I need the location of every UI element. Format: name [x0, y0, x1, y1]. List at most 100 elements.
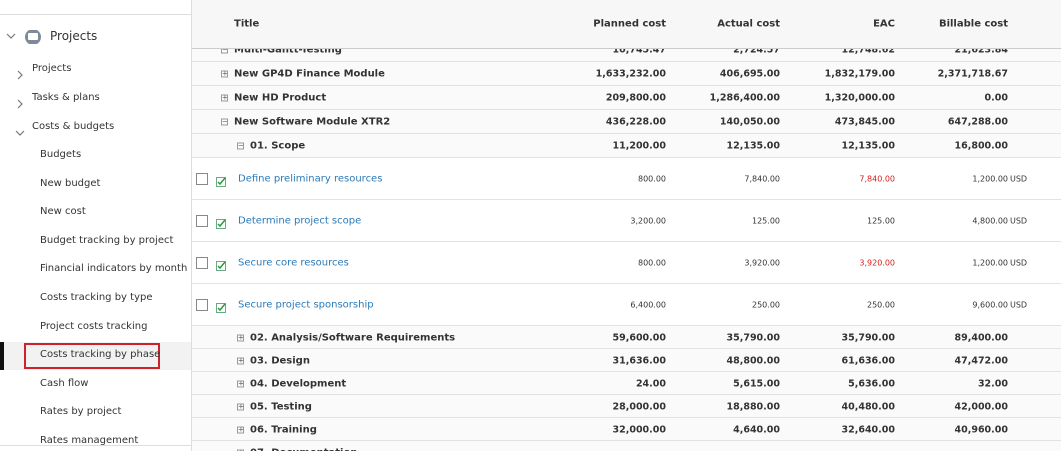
nav-subitem[interactable]: New budget: [40, 177, 101, 189]
cost-value: 250.00: [752, 300, 780, 310]
cost-value: 3,920.00: [744, 258, 780, 268]
task-link[interactable]: Secure core resources: [238, 257, 349, 269]
phase-title[interactable]: 01. Scope: [250, 140, 306, 152]
toggle[interactable]: +: [221, 69, 228, 78]
currency: USD: [1010, 216, 1028, 226]
phase-title[interactable]: 02. Analysis/Software Requirements: [250, 332, 456, 343]
toggle[interactable]: +: [237, 449, 244, 451]
cost-value: 40,480.00: [841, 401, 896, 412]
section-title[interactable]: Projects: [50, 29, 98, 43]
cost-value: 12,135.00: [726, 140, 781, 152]
cost-value: 9,600.00: [972, 300, 1008, 310]
cost-value: 2,724.57: [733, 48, 780, 56]
table-header: Title Planned cost Actual cost EAC Billable …: [192, 0, 1061, 49]
cost-value: 12,135.00: [841, 140, 896, 152]
nav-subitem[interactable]: Rates management: [40, 435, 139, 446]
cost-value: 5,636.00: [848, 378, 895, 389]
nav-item[interactable]: Costs & budgets: [32, 121, 115, 132]
project-row: − Multi-Gantt-Testing 10,745.47 2,724.57 12,…: [192, 48, 1061, 62]
nav-subitem[interactable]: Budgets: [40, 149, 82, 160]
checkbox[interactable]: [196, 215, 208, 227]
edit-icon[interactable]: [216, 214, 227, 229]
cost-value: 48,800.00: [726, 355, 781, 366]
cost-value: 32.00: [977, 378, 1008, 389]
cost-value: 800.00: [638, 258, 666, 268]
project-title[interactable]: Multi-Gantt-Testing: [234, 48, 342, 56]
cost-value: 1,200.00: [972, 174, 1008, 184]
edit-icon[interactable]: [216, 256, 227, 271]
checkbox[interactable]: [196, 257, 208, 269]
phase-row: +03. Design 31,636.00 48,800.00 61,636.00 47…: [192, 349, 1061, 372]
cost-value: 24.00: [635, 378, 666, 389]
phase-title[interactable]: 04. Development: [250, 378, 347, 389]
selected-bar: [0, 342, 4, 371]
toggle[interactable]: +: [221, 93, 228, 102]
toggle[interactable]: −: [237, 141, 244, 150]
column-header: Actual cost: [717, 18, 780, 30]
phase-title[interactable]: 07. Documentation: [250, 447, 357, 451]
phase-title[interactable]: 05. Testing: [250, 401, 312, 412]
task-link[interactable]: Determine project scope: [238, 215, 362, 227]
toggle[interactable]: +: [237, 333, 244, 341]
toggle[interactable]: −: [221, 48, 228, 54]
project-title[interactable]: New HD Product: [234, 92, 327, 104]
checkbox[interactable]: [196, 173, 208, 185]
nav-subitem[interactable]: Rates by project: [40, 406, 122, 418]
toggle[interactable]: +: [237, 425, 244, 433]
edit-icon[interactable]: [216, 172, 227, 187]
cost-value: 7,840.00: [859, 174, 895, 184]
cost-value: 1,832,179.00: [824, 68, 895, 80]
phase-title[interactable]: 06. Training: [250, 424, 317, 435]
cost-value: 5,615.00: [733, 378, 780, 389]
nav-subitem[interactable]: Financial indicators by month: [40, 263, 188, 275]
toggle[interactable]: −: [221, 117, 228, 126]
cost-value: 1,286,400.00: [709, 92, 780, 104]
column-header: Title: [234, 18, 260, 30]
nav-subitem[interactable]: New cost: [40, 206, 86, 218]
cost-value: 1,633,232.00: [595, 68, 666, 80]
phase-row: +04. Development 24.00 5,615.00 5,636.00 32.…: [192, 372, 1061, 395]
cost-value: 0.00: [984, 92, 1008, 104]
cost-value: 21,623.84: [954, 48, 1009, 56]
cost-value: 4,800.00: [972, 216, 1008, 226]
highlight-box: [24, 343, 160, 370]
cost-table: Title Planned cost Actual cost EAC Billable …: [192, 0, 1061, 451]
cost-value: 250.00: [867, 300, 895, 310]
edit-icon[interactable]: [216, 298, 227, 313]
project-title[interactable]: New Software Module XTR2: [234, 116, 391, 128]
chevron: [15, 94, 25, 109]
cost-value: 3,200.00: [630, 216, 666, 226]
section-icon: [6, 30, 41, 44]
chevron: [15, 65, 25, 80]
nav-subitem[interactable]: Costs tracking by type: [40, 292, 153, 303]
task-link[interactable]: Define preliminary resources: [238, 173, 383, 185]
nav-subitem[interactable]: Budget tracking by project: [40, 234, 174, 246]
toggle[interactable]: +: [237, 356, 244, 364]
nav-subitem[interactable]: Costs tracking by phase: [40, 349, 161, 361]
column-header: Billable cost: [938, 18, 1008, 30]
project-row: + New HD Product 209,800.00 1,286,400.00 1,3…: [192, 86, 1061, 110]
currency: USD: [1010, 300, 1028, 310]
nav-subitem[interactable]: Cash flow: [40, 377, 89, 389]
task-link[interactable]: Secure project sponsorship: [238, 299, 374, 311]
nav-subitem[interactable]: Project costs tracking: [40, 320, 148, 332]
toggle[interactable]: +: [237, 402, 244, 410]
nav-item[interactable]: Projects: [32, 63, 72, 74]
currency: USD: [1010, 174, 1028, 184]
project-title[interactable]: New GP4D Finance Module: [234, 68, 385, 80]
cost-value: 61,636.00: [841, 355, 896, 366]
nav-item[interactable]: Tasks & plans: [32, 92, 100, 103]
cost-value: 4,640.00: [733, 424, 780, 435]
project-row: − New Software Module XTR2 436,228.00 140,0…: [192, 110, 1061, 134]
sidebar: Projects Projects Tasks & plans Costs & bu…: [0, 0, 192, 451]
cost-value: 31,636.00: [612, 355, 667, 366]
project-row: + New GP4D Finance Module 1,633,232.00 406,…: [192, 62, 1061, 86]
cost-value: 16,800.00: [954, 140, 1009, 152]
cost-value: 2,371,718.67: [937, 68, 1008, 80]
toggle[interactable]: +: [237, 379, 244, 387]
column-header: EAC: [873, 18, 895, 30]
table-body: − Multi-Gantt-Testing 10,745.47 2,724.57 12,…: [192, 48, 1061, 451]
checkbox[interactable]: [196, 299, 208, 311]
phase-title[interactable]: 03. Design: [250, 355, 310, 366]
phase-row: +02. Analysis/Software Requirements 59,60…: [192, 326, 1061, 349]
